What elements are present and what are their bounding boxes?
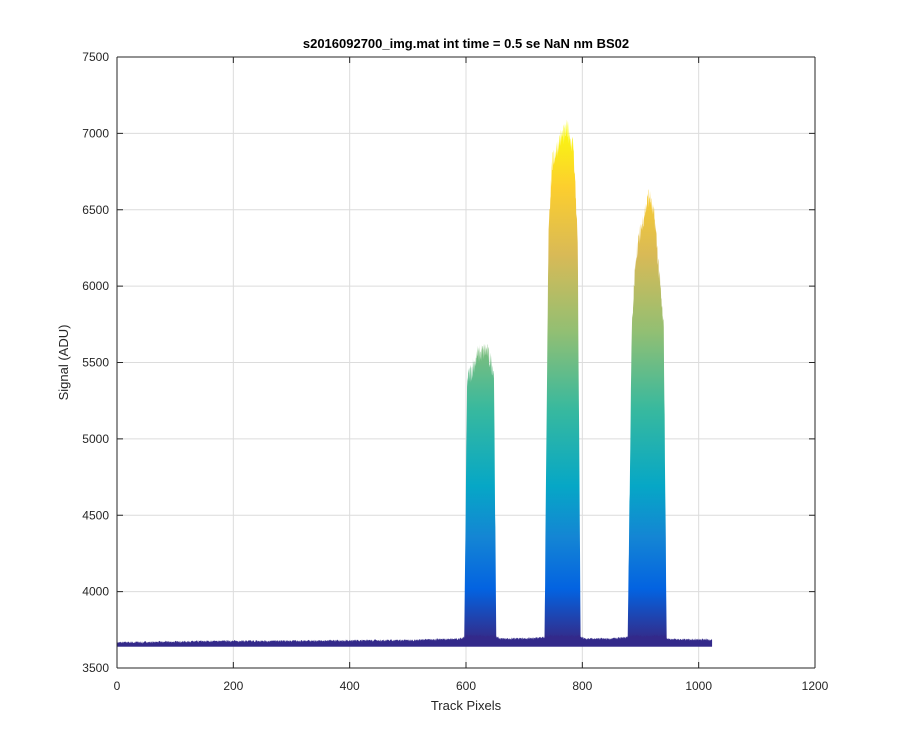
y-tick-label: 5000 <box>82 432 109 446</box>
y-tick-label: 6500 <box>82 203 109 217</box>
data-layer <box>117 119 713 647</box>
axes: 0 200 400 600 800 1000 1200 3500 4000 4500 5000 550… <box>82 50 828 693</box>
y-tick-label: 7500 <box>82 50 109 64</box>
y-tick-label: 5500 <box>82 356 109 370</box>
signal-area <box>117 119 713 647</box>
x-tick-label: 1200 <box>802 679 829 693</box>
x-axis-title: Track Pixels <box>431 698 502 713</box>
y-axis-title: Signal (ADU) <box>56 325 71 401</box>
y-tick-label: 6000 <box>82 279 109 293</box>
y-tick-label: 4500 <box>82 508 109 522</box>
x-tick-label: 800 <box>572 679 592 693</box>
x-tick-label: 1000 <box>685 679 712 693</box>
chart-title: s2016092700_img.mat int time = 0.5 se Na… <box>303 36 629 51</box>
y-tick-label: 3500 <box>82 661 109 675</box>
baseline-band <box>117 634 713 647</box>
x-tick-label: 600 <box>456 679 476 693</box>
y-tick-label: 7000 <box>82 126 109 140</box>
y-tick-label: 4000 <box>82 585 109 599</box>
x-tick-label: 0 <box>114 679 121 693</box>
x-tick-label: 400 <box>340 679 360 693</box>
x-tick-label: 200 <box>223 679 243 693</box>
grid <box>117 57 815 668</box>
